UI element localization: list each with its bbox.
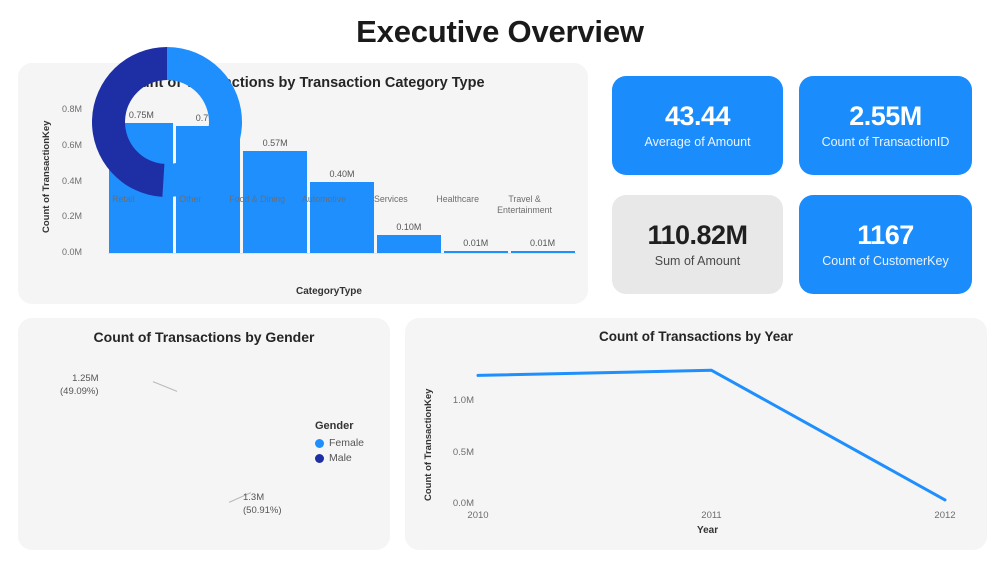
bar-chart-x-axis-title: CategoryType xyxy=(296,286,362,297)
bar-value-label: 0.71M xyxy=(195,113,221,124)
legend-swatch-icon xyxy=(315,453,324,463)
bar-rect[interactable] xyxy=(310,181,374,253)
kpi-card-sum-of-amount[interactable]: 110.82M Sum of Amount xyxy=(612,195,783,294)
kpi-card-count-of-customerkey[interactable]: 1167 Count of CustomerKey xyxy=(799,195,972,294)
donut-label-male: 1.25M (49.09%) xyxy=(60,372,99,398)
bar-column[interactable]: 0.40M xyxy=(310,110,374,253)
kpi-label: Count of TransactionID xyxy=(821,135,950,150)
bar-chart-category-label: Other xyxy=(179,194,202,204)
kpi-card-count-of-transactionid[interactable]: 2.55M Count of TransactionID xyxy=(799,76,972,175)
donut-legend-title: Gender xyxy=(315,420,354,432)
bar-chart-category-label: Healthcare xyxy=(436,194,479,204)
bar-rect[interactable] xyxy=(243,151,308,253)
legend-swatch-icon xyxy=(315,438,324,448)
bar-value-label: 0.10M xyxy=(396,222,422,233)
bar-chart-baseline xyxy=(108,253,576,254)
bar-column[interactable]: 0.57M xyxy=(243,110,308,253)
bar-chart-y-tick-label: 0.8M xyxy=(61,104,82,114)
line-chart-y-tick-label: 0.5M xyxy=(452,446,474,458)
bar-rect[interactable] xyxy=(510,251,575,253)
bar-chart-category-label: Services xyxy=(373,194,408,204)
donut-slice-male[interactable] xyxy=(92,47,167,197)
donut-chart-title: Count of Transactions by Gender xyxy=(93,329,315,345)
bar-rect[interactable] xyxy=(443,251,508,253)
bar-value-label: 0.57M xyxy=(262,138,288,149)
bar-chart-y-tick-label: 0.4M xyxy=(61,175,82,186)
bar-chart-y-tick-label: 0.2M xyxy=(61,211,82,222)
bar-chart-category-label: Automotive xyxy=(301,194,346,204)
line-chart-x-axis-title: Year xyxy=(697,525,719,536)
kpi-value: 43.44 xyxy=(664,100,731,131)
donut-chart-panel[interactable]: Count of Transactions by Gender xyxy=(18,318,390,550)
donut-label-female-percent: (50.91%) xyxy=(243,505,282,516)
bar-value-label: 0.40M xyxy=(329,168,355,179)
bar-column[interactable]: 0.01M xyxy=(443,110,508,253)
line-chart-title: Count of Transactions by Year xyxy=(598,329,794,344)
bar-chart-category-label: Retail xyxy=(112,194,135,204)
donut-legend-label: Female xyxy=(329,437,365,449)
bar-chart-y-tick-label: 0.6M xyxy=(61,139,82,150)
page-title: Executive Overview xyxy=(356,14,644,49)
line-chart-y-tick-label: 1.0M xyxy=(452,395,474,407)
donut-label-female: 1.3M (50.91%) xyxy=(243,491,282,517)
donut-legend: Gender Female Male xyxy=(315,420,364,464)
donut-legend-item-female[interactable]: Female xyxy=(315,437,364,449)
bar-chart-y-tick-label: 0.0M xyxy=(61,247,82,257)
donut-chart-graphic[interactable] xyxy=(92,47,243,197)
bar-chart-category-label: Food & Dining xyxy=(229,194,286,204)
line-chart-x-tick-label: 2012 xyxy=(934,510,956,521)
kpi-label: Count of CustomerKey xyxy=(822,254,949,269)
kpi-label: Average of Amount xyxy=(644,135,751,150)
line-chart-y-axis-title: Count of TransactionKey xyxy=(423,388,434,502)
bar-chart-panel[interactable]: Count of Transactions by Transaction Cat… xyxy=(18,63,588,304)
donut-label-female-value: 1.3M xyxy=(243,492,265,503)
bar-value-label: 0.01M xyxy=(530,238,556,248)
donut-label-male-value: 1.25M xyxy=(72,373,99,384)
line-chart-x-tick-label: 2010 xyxy=(467,510,489,521)
bar-rect[interactable] xyxy=(376,235,441,253)
donut-legend-item-male[interactable]: Male xyxy=(315,452,364,464)
donut-slice-female[interactable] xyxy=(162,47,243,197)
bar-value-label: 0.75M xyxy=(128,110,154,120)
kpi-card-average-of-amount[interactable]: 43.44 Average of Amount xyxy=(612,76,783,175)
line-chart-y-tick-label: 0.0M xyxy=(452,498,474,509)
bar-column[interactable]: 0.01M xyxy=(510,110,575,253)
bar-value-label: 0.01M xyxy=(463,238,489,248)
kpi-value: 110.82M xyxy=(647,219,748,250)
line-chart-x-tick-label: 2011 xyxy=(701,510,722,521)
kpi-value: 2.55M xyxy=(849,100,922,131)
donut-label-male-percent: (49.09%) xyxy=(60,386,99,397)
donut-legend-label: Male xyxy=(329,452,352,464)
bar-chart-category-label: Travel & Entertainment xyxy=(497,194,552,215)
bar-column[interactable]: 0.10M xyxy=(376,110,441,253)
kpi-label: Sum of Amount xyxy=(654,254,741,269)
kpi-value: 1167 xyxy=(857,219,914,250)
